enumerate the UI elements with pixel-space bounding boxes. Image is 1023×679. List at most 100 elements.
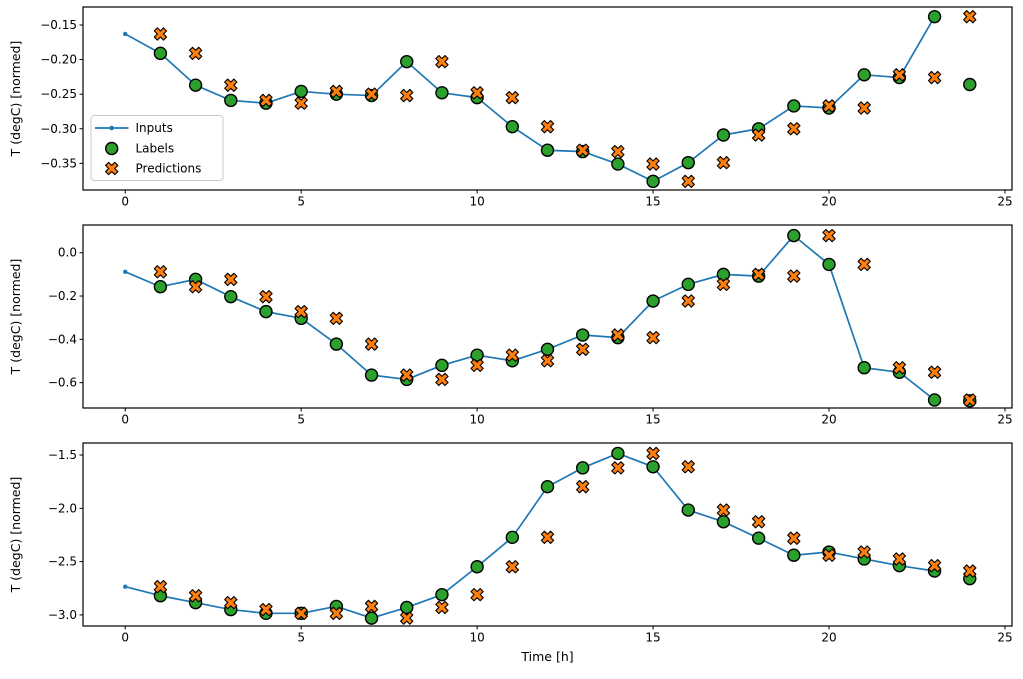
subplot-1: 0 5 10 15 20 25 −0.15 −0.20 −0.25 −0.30 −0.35 T (de…	[8, 6, 1013, 209]
prediction-x-marker	[681, 460, 695, 474]
labels-series	[153, 228, 977, 408]
label-circle-marker	[611, 446, 625, 461]
label-circle-marker	[681, 503, 695, 517]
prediction-x-marker	[540, 120, 555, 134]
prediction-x-marker	[611, 328, 625, 342]
label-circle-marker	[787, 99, 801, 113]
label-circle-marker	[505, 530, 520, 545]
x-tick-label: 20	[821, 631, 836, 645]
y-tick-label: −2.5	[48, 555, 77, 569]
prediction-x-marker	[259, 290, 273, 304]
x-tick-label: 20	[821, 195, 836, 209]
label-circle-marker	[400, 600, 414, 615]
prediction-x-marker	[188, 46, 203, 61]
x-tick-label: 10	[469, 631, 484, 645]
prediction-x-marker	[364, 599, 379, 614]
label-circle-marker	[716, 267, 731, 282]
prediction-x-marker	[787, 122, 801, 136]
y-tick-label: −0.25	[40, 87, 77, 101]
label-circle-marker	[540, 479, 555, 494]
prediction-x-marker	[716, 156, 731, 170]
y-tick-label: −0.15	[40, 18, 77, 32]
prediction-x-marker	[435, 372, 449, 387]
y-tick-label: −0.35	[40, 156, 77, 170]
circle-icon	[104, 141, 119, 156]
label-circle-marker	[329, 337, 344, 351]
x-tick-label: 25	[997, 195, 1012, 209]
legend-item-predictions: Predictions	[104, 161, 202, 176]
x-axis-label: Time [h]	[520, 649, 573, 664]
label-circle-marker	[435, 358, 449, 373]
prediction-x-marker	[751, 267, 766, 282]
prediction-x-marker	[224, 272, 238, 287]
prediction-x-marker	[892, 68, 907, 82]
prediction-x-marker	[611, 461, 625, 475]
prediction-x-marker	[505, 348, 519, 362]
label-circle-marker	[716, 128, 731, 142]
label-circle-marker	[681, 155, 695, 170]
y-tick-label: −1.5	[48, 448, 77, 462]
prediction-x-marker	[505, 560, 519, 574]
y-tick-label: −0.6	[48, 376, 77, 390]
prediction-x-marker	[963, 393, 977, 407]
label-circle-marker	[364, 368, 379, 382]
prediction-x-marker	[294, 96, 308, 110]
label-circle-marker	[822, 257, 836, 272]
label-circle-marker	[259, 304, 273, 319]
prediction-x-marker	[435, 600, 449, 615]
label-circle-marker	[787, 228, 801, 243]
prediction-x-marker	[470, 358, 484, 373]
line-dot-icon-dot	[109, 125, 114, 131]
input-dot-marker	[123, 31, 128, 37]
prediction-x-marker	[259, 602, 273, 617]
legend-item-labels: Labels	[104, 141, 175, 156]
prediction-x-marker	[400, 611, 414, 625]
label-circle-marker	[646, 294, 660, 308]
label-circle-marker	[927, 393, 942, 407]
prediction-x-marker	[892, 552, 907, 566]
prediction-x-marker	[364, 87, 379, 101]
axes-spines	[82, 224, 1013, 409]
label-circle-marker	[540, 143, 555, 157]
axes-spines	[82, 6, 1013, 191]
label-circle-marker	[611, 157, 625, 171]
prediction-x-marker	[963, 10, 977, 24]
prediction-x-marker	[400, 368, 414, 382]
x-tick-label: 15	[645, 195, 660, 209]
y-tick-label: −2.0	[48, 501, 77, 515]
prediction-x-marker	[224, 78, 238, 92]
label-circle-marker	[646, 174, 660, 189]
input-dot-marker	[123, 584, 128, 589]
prediction-x-marker	[646, 157, 660, 171]
prediction-x-marker	[927, 559, 942, 573]
label-circle-marker	[435, 587, 449, 602]
x-tick-label: 5	[297, 195, 305, 209]
x-tick-label: 5	[297, 631, 305, 645]
prediction-x-marker	[576, 480, 590, 494]
label-circle-marker	[153, 280, 168, 294]
legend-item-inputs: Inputs	[95, 121, 173, 135]
y-tick-label: −0.20	[40, 53, 77, 67]
label-circle-marker	[751, 531, 766, 545]
prediction-x-marker	[681, 294, 695, 308]
label-circle-marker	[470, 560, 484, 574]
prediction-x-marker	[505, 90, 519, 105]
prediction-x-marker	[188, 589, 203, 603]
predictions-series	[153, 10, 977, 189]
label-circle-marker	[400, 54, 414, 69]
label-circle-marker	[857, 361, 871, 375]
prediction-x-marker	[751, 515, 766, 529]
prediction-x-marker	[681, 174, 695, 189]
legend-label: Labels	[136, 142, 175, 156]
x-icon	[104, 161, 119, 176]
prediction-x-marker	[364, 337, 379, 351]
prediction-x-marker	[294, 606, 308, 620]
prediction-x-marker	[224, 595, 238, 610]
prediction-x-marker	[716, 277, 731, 292]
label-circle-marker	[364, 611, 379, 625]
legend-label: Predictions	[136, 162, 202, 176]
label-circle-marker	[857, 68, 871, 82]
input-dot-marker	[123, 269, 128, 274]
prediction-x-marker	[646, 446, 660, 461]
